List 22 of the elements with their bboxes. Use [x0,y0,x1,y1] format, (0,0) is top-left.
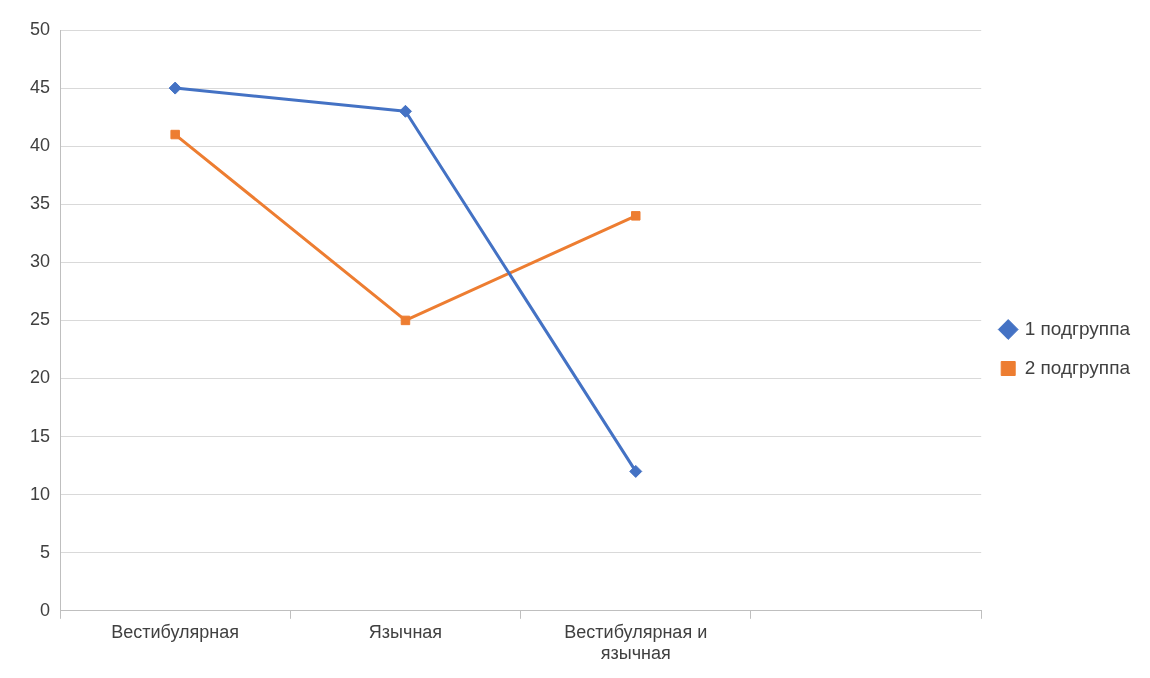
x-tick-label: Язычная [368,621,443,642]
x-tick-label: Вестибулярная [111,621,240,642]
y-tick-label: 40 [29,135,51,156]
point [629,464,643,478]
y-tick-label: 30 [29,251,51,272]
point [168,81,182,95]
point [400,315,411,326]
y-tick-label: 0 [40,599,51,620]
y-tick-label: 45 [29,77,51,98]
legend-label: 1 подгруппа [1024,317,1131,339]
y-tick-label: 25 [29,309,51,330]
y-tick-label: 50 [29,18,51,39]
y-tick-label: 35 [29,193,51,214]
point [170,129,180,140]
y-tick-label: 15 [29,425,51,446]
y-tick-label: 10 [29,483,51,504]
y-tick-label: 5 [40,541,51,562]
legend-label: 2 подгруппа [1024,356,1131,378]
y-tick-label: 20 [29,367,51,388]
point [631,211,641,221]
point [398,104,412,118]
x-tick-label: Вестибулярная и язычная [564,621,708,664]
